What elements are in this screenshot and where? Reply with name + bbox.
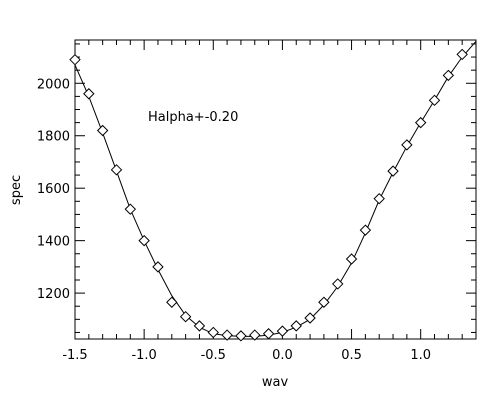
- data-point-marker: [414, 116, 427, 129]
- y-tick-label: 1800: [37, 130, 70, 145]
- data-point-marker: [401, 139, 413, 151]
- x-tick-label: -1.0: [131, 348, 156, 363]
- x-tick-label: -1.5: [62, 348, 87, 363]
- y-tick-label: 1600: [37, 182, 70, 197]
- data-point-marker: [193, 320, 206, 332]
- plot-frame: [74, 39, 477, 340]
- y-axis-label: spec: [9, 175, 24, 205]
- ticks-layer: -1.5 -1.0 -0.5 0.0 0.5 1.0 1200 1400 1600 1800 200…: [37, 40, 477, 363]
- x-tick-label: -0.5: [201, 348, 226, 363]
- x-tick-label: 1.0: [410, 348, 431, 363]
- data-point-marker: [387, 165, 399, 177]
- x-tick-label: 0.5: [341, 348, 362, 363]
- data-point-marker: [359, 224, 372, 236]
- spectrum-line: [74, 40, 477, 337]
- data-point-marker: [345, 253, 358, 265]
- data-point-marker: [221, 329, 233, 341]
- data-point-marker: [96, 124, 109, 137]
- data-point-marker: [373, 192, 385, 205]
- data-point-marker: [262, 328, 275, 340]
- data-point-marker: [179, 310, 192, 323]
- data-point-marker: [276, 325, 289, 337]
- data-point-marker: [442, 69, 455, 82]
- data-point-marker: [304, 312, 316, 324]
- line-layer: [74, 40, 477, 337]
- data-point-marker: [332, 278, 344, 290]
- y-tick-label: 2000: [37, 77, 70, 92]
- data-point-marker: [207, 326, 219, 339]
- y-tick-label: 1200: [37, 287, 70, 302]
- data-point-marker: [124, 203, 137, 215]
- data-point-marker: [428, 94, 441, 107]
- data-point-marker: [83, 88, 95, 100]
- data-point-marker: [166, 296, 178, 308]
- data-point-marker: [152, 261, 164, 273]
- data-point-marker: [110, 164, 123, 176]
- data-point-marker: [249, 329, 261, 341]
- data-point-marker: [290, 320, 302, 332]
- data-point-marker: [235, 330, 247, 342]
- x-axis-label: wav: [262, 375, 289, 390]
- data-point-marker: [456, 48, 468, 61]
- y-tick-label: 1400: [37, 235, 70, 250]
- chart-annotation: Halpha+-0.20: [148, 110, 238, 125]
- x-tick-label: 0.0: [272, 348, 293, 363]
- marker-layer: [69, 48, 468, 342]
- data-point-marker: [318, 296, 330, 308]
- data-point-marker: [69, 53, 81, 66]
- data-point-marker: [138, 234, 150, 247]
